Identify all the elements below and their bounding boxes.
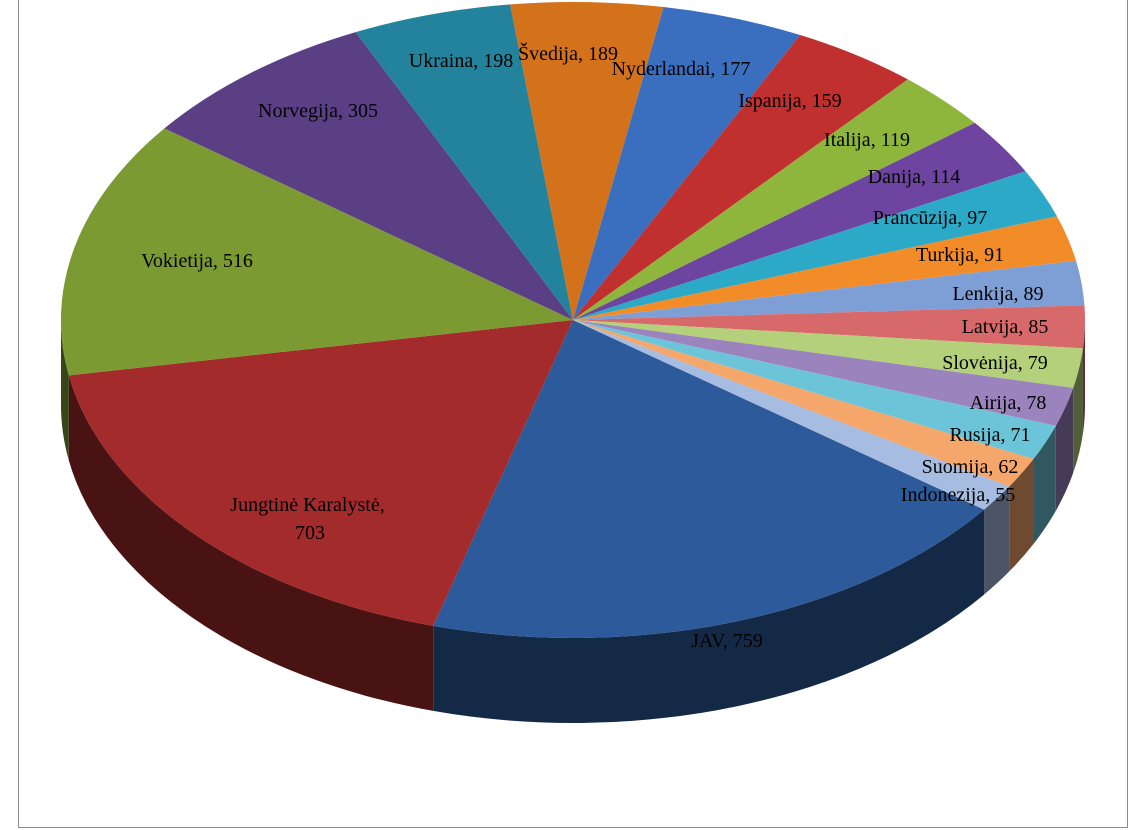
pie-slice-4 [355, 4, 573, 320]
pie-slice-14 [573, 320, 1083, 388]
label-jungtine-karalyste: Jungtinė Karalystė, 703 [230, 494, 389, 544]
label-jav: JAV, 759 [691, 630, 763, 652]
pie-slice-5 [510, 2, 664, 321]
pie-slice-10 [573, 171, 1057, 320]
pie-side-18 [984, 486, 1010, 595]
pie-slice-0 [433, 320, 985, 638]
pie-slice-7 [573, 35, 908, 320]
pie-slice-8 [573, 79, 975, 321]
pie-slice-2 [60, 128, 573, 376]
label-prancuzija: Prancūzija, 97 [873, 207, 987, 229]
pie-side-1 [68, 375, 434, 711]
pie-side-14 [1073, 348, 1083, 473]
pie-labels: JAV, 759 Jungtinė Karalystė, 703 Vokieti… [141, 41, 1048, 652]
label-vokietija: Vokietija, 516 [141, 250, 253, 272]
label-norvegija: Norvegija, 305 [258, 100, 378, 122]
pie-side-2 [61, 320, 69, 461]
label-latvija: Latvija, 85 [962, 316, 1049, 338]
pie-slice-9 [573, 122, 1026, 321]
label-rusija: Rusija, 71 [949, 424, 1030, 446]
pie-side-0 [433, 509, 985, 723]
pie-slice-6 [573, 7, 801, 321]
label-ispanija: Ispanija, 159 [738, 90, 841, 112]
pie-slice-17 [573, 320, 1034, 487]
pie-side-17 [1009, 459, 1034, 572]
label-jungtine-karalyste-line1: Jungtinė Karalystė, [230, 494, 384, 516]
pie-side-16 [1033, 425, 1056, 545]
label-slovenija: Slovėnija, 79 [942, 352, 1048, 374]
label-lenkija: Lenkija, 89 [952, 283, 1043, 305]
pie-slice-3 [164, 32, 574, 321]
label-indonezija: Indonezija, 55 [901, 484, 1015, 506]
label-danija: Danija, 114 [868, 166, 961, 188]
pie-slice-12 [573, 260, 1085, 320]
pie-slices [60, 2, 1085, 638]
pie-slice-18 [573, 320, 1010, 510]
pie-slice-15 [573, 320, 1074, 426]
pie-slice-13 [573, 305, 1085, 349]
label-svedija: Švedija, 189 [518, 41, 618, 65]
label-jungtine-karalyste-line2: 703 [295, 522, 325, 544]
label-ukraina: Ukraina, 198 [409, 50, 513, 72]
label-suomija: Suomija, 62 [922, 456, 1019, 478]
pie-slice-16 [573, 320, 1056, 460]
pie-side-15 [1055, 387, 1074, 511]
pie-slice-1 [68, 320, 573, 626]
pie-side-13 [1082, 320, 1085, 434]
label-italija: Italija, 119 [824, 129, 910, 151]
label-airija: Airija, 78 [970, 392, 1047, 414]
pie-sides [61, 320, 1085, 723]
label-nyderlandai: Nyderlandai, 177 [612, 58, 751, 80]
label-turkija: Turkija, 91 [916, 244, 1004, 266]
pie-slice-11 [573, 216, 1077, 320]
